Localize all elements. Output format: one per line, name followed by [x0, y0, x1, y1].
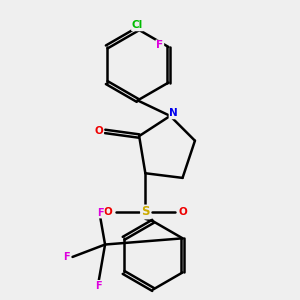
Text: O: O — [179, 207, 188, 217]
Text: F: F — [95, 281, 102, 291]
Text: O: O — [94, 126, 103, 136]
Text: F: F — [64, 252, 70, 262]
Text: O: O — [103, 207, 112, 217]
Text: N: N — [169, 108, 178, 118]
Text: F: F — [156, 40, 164, 50]
Text: Cl: Cl — [132, 20, 143, 30]
Text: S: S — [141, 206, 150, 218]
Text: F: F — [97, 208, 104, 218]
